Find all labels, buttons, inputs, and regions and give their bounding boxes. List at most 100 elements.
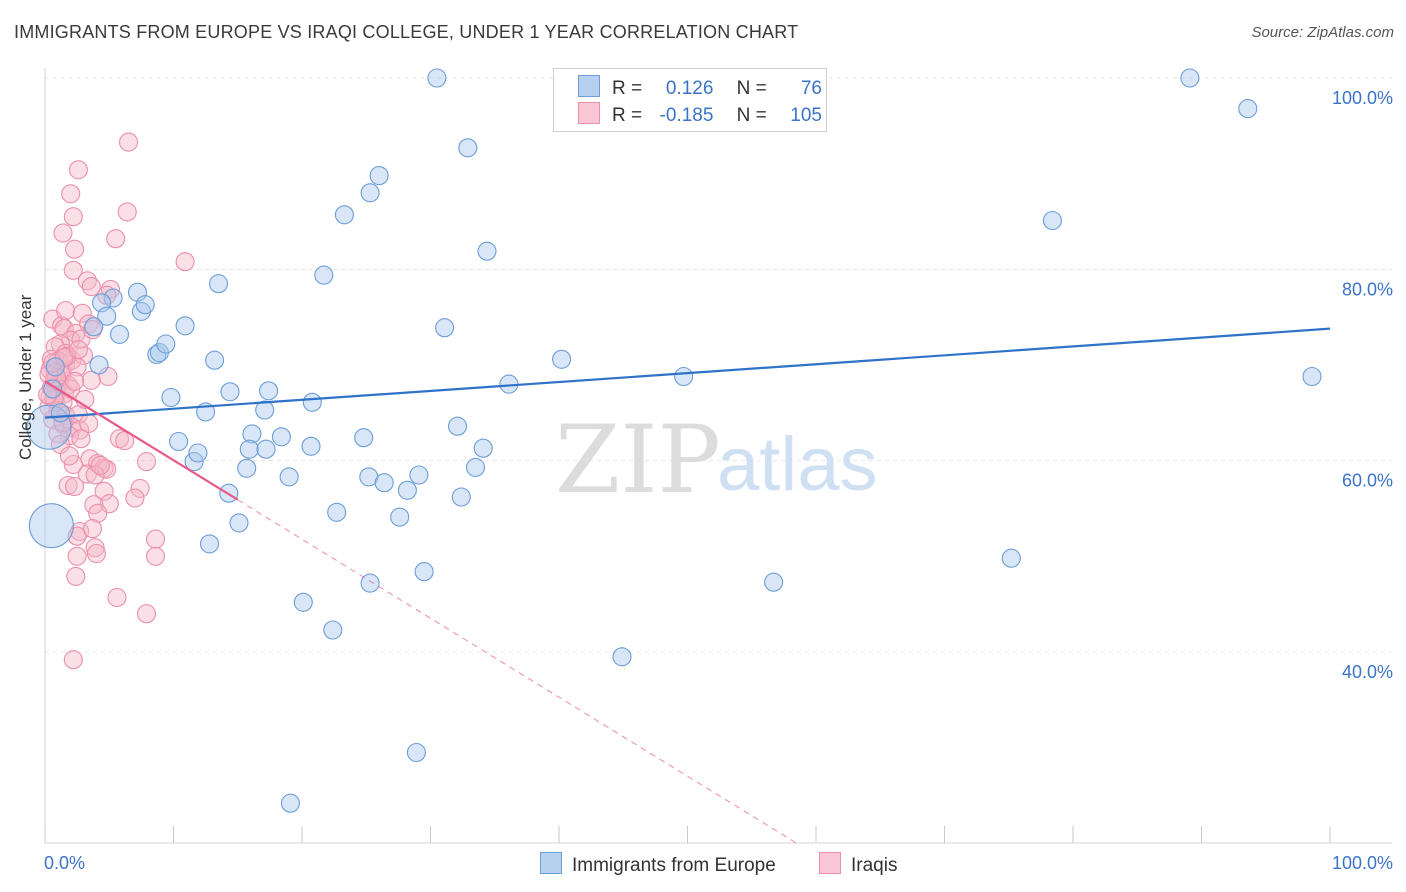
europe-point (334, 205, 354, 225)
legend-swatch-iraqis (578, 102, 600, 124)
iraqis-point (136, 604, 157, 624)
europe-point (414, 562, 434, 582)
iraqis-point (85, 465, 105, 485)
europe-point (397, 480, 417, 500)
europe-point (406, 742, 426, 763)
legend-n-label: N = (736, 78, 767, 99)
europe-point (552, 349, 572, 369)
europe-point (199, 534, 220, 554)
europe-trend-line (44, 327, 1331, 419)
iraqis-point (106, 229, 126, 249)
europe-point (255, 400, 275, 420)
europe-point (1001, 548, 1021, 568)
europe-point (45, 357, 65, 377)
legend-r-label: R = (612, 105, 643, 126)
iraqis-point (72, 303, 92, 323)
europe-point (1238, 99, 1258, 119)
source-label: Source: ZipAtlas.com (1251, 24, 1394, 41)
iraqis-point (61, 184, 81, 204)
europe-point (477, 241, 497, 261)
iraqis-point (71, 429, 91, 449)
europe-point (84, 317, 104, 337)
iraqis-point (81, 277, 101, 297)
legend-r-value-iraqis: -0.185 (659, 105, 714, 126)
iraqis-point (125, 488, 145, 508)
europe-point (242, 424, 262, 444)
europe-point (354, 428, 374, 448)
europe-point (674, 366, 694, 387)
iraqis-point (136, 452, 157, 472)
iraqis-point (145, 529, 166, 549)
legend-r-value-europe: 0.126 (665, 78, 714, 99)
europe-point (473, 438, 493, 458)
europe-point (1302, 366, 1322, 387)
x-tick-label: 0.0% (44, 853, 85, 873)
bottom-legend-iraqis: Iraqis (819, 852, 897, 877)
europe-point (1042, 210, 1062, 231)
iraqis-point (94, 481, 114, 501)
europe-point (237, 458, 257, 478)
europe-point (447, 416, 468, 436)
europe-point (314, 265, 334, 285)
legend-row-europe: R = 0.126 N = 76 (578, 75, 822, 99)
europe-point (161, 387, 181, 408)
iraqis-point (130, 478, 150, 498)
iraqis-point (81, 370, 101, 390)
europe-point (188, 443, 208, 463)
bottom-legend-label-europe: Immigrants from Europe (572, 855, 776, 876)
europe-point (205, 350, 225, 370)
iraqis-point (65, 239, 85, 259)
europe-point (302, 392, 322, 412)
iraqis-point (175, 252, 195, 272)
iraqis-point (54, 319, 74, 339)
europe-point (293, 592, 313, 612)
iraqis-point (79, 314, 99, 334)
iraqis-trend-line-extended (237, 499, 797, 844)
europe-point (409, 465, 429, 485)
europe-point (435, 318, 455, 338)
europe-point (458, 138, 478, 158)
europe-point (390, 507, 410, 527)
bottom-legend-swatch-europe (540, 852, 562, 874)
iraqis-point (67, 357, 87, 377)
legend-r-label: R = (612, 78, 643, 99)
iraqis-point (67, 546, 87, 566)
europe-point (156, 334, 176, 354)
bottom-legend-europe: Immigrants from Europe (540, 852, 776, 877)
europe-point (175, 316, 195, 336)
iraqis-point (107, 587, 127, 608)
legend-swatch-europe (578, 75, 600, 97)
iraqis-point (145, 546, 166, 566)
europe-point (1180, 68, 1200, 88)
iraqis-point (66, 566, 86, 586)
iraqis-point (90, 455, 110, 475)
iraqis-point (86, 543, 106, 564)
europe-point (135, 295, 155, 315)
europe-point (360, 183, 380, 203)
bottom-legend-label-iraqis: Iraqis (851, 855, 898, 876)
europe-point (465, 457, 486, 477)
europe-point (50, 403, 70, 423)
y-tick-label: 80.0% (1342, 279, 1393, 299)
europe-point (28, 503, 74, 549)
legend-n-value-europe: 76 (800, 78, 822, 99)
europe-point (279, 467, 299, 487)
europe-point (239, 439, 259, 459)
europe-point (103, 288, 123, 308)
axes (44, 68, 1392, 844)
iraqis-point (68, 160, 88, 180)
europe-point (256, 439, 276, 459)
watermark-zip: ZIP (555, 406, 721, 515)
stats-legend: R = 0.126 N = 76 R = -0.185 N = 105 (553, 68, 827, 132)
europe-point (89, 355, 109, 375)
iraqis-point (53, 223, 73, 243)
y-axis-label: College, Under 1 year (16, 294, 35, 460)
iraqis-point (38, 385, 58, 405)
europe-point (360, 573, 380, 593)
europe-points (26, 68, 1322, 813)
legend-n-label: N = (736, 105, 767, 126)
y-tick-label: 60.0% (1342, 471, 1393, 491)
europe-point (427, 68, 447, 88)
legend-row-iraqis: R = -0.185 N = 105 (578, 102, 822, 126)
